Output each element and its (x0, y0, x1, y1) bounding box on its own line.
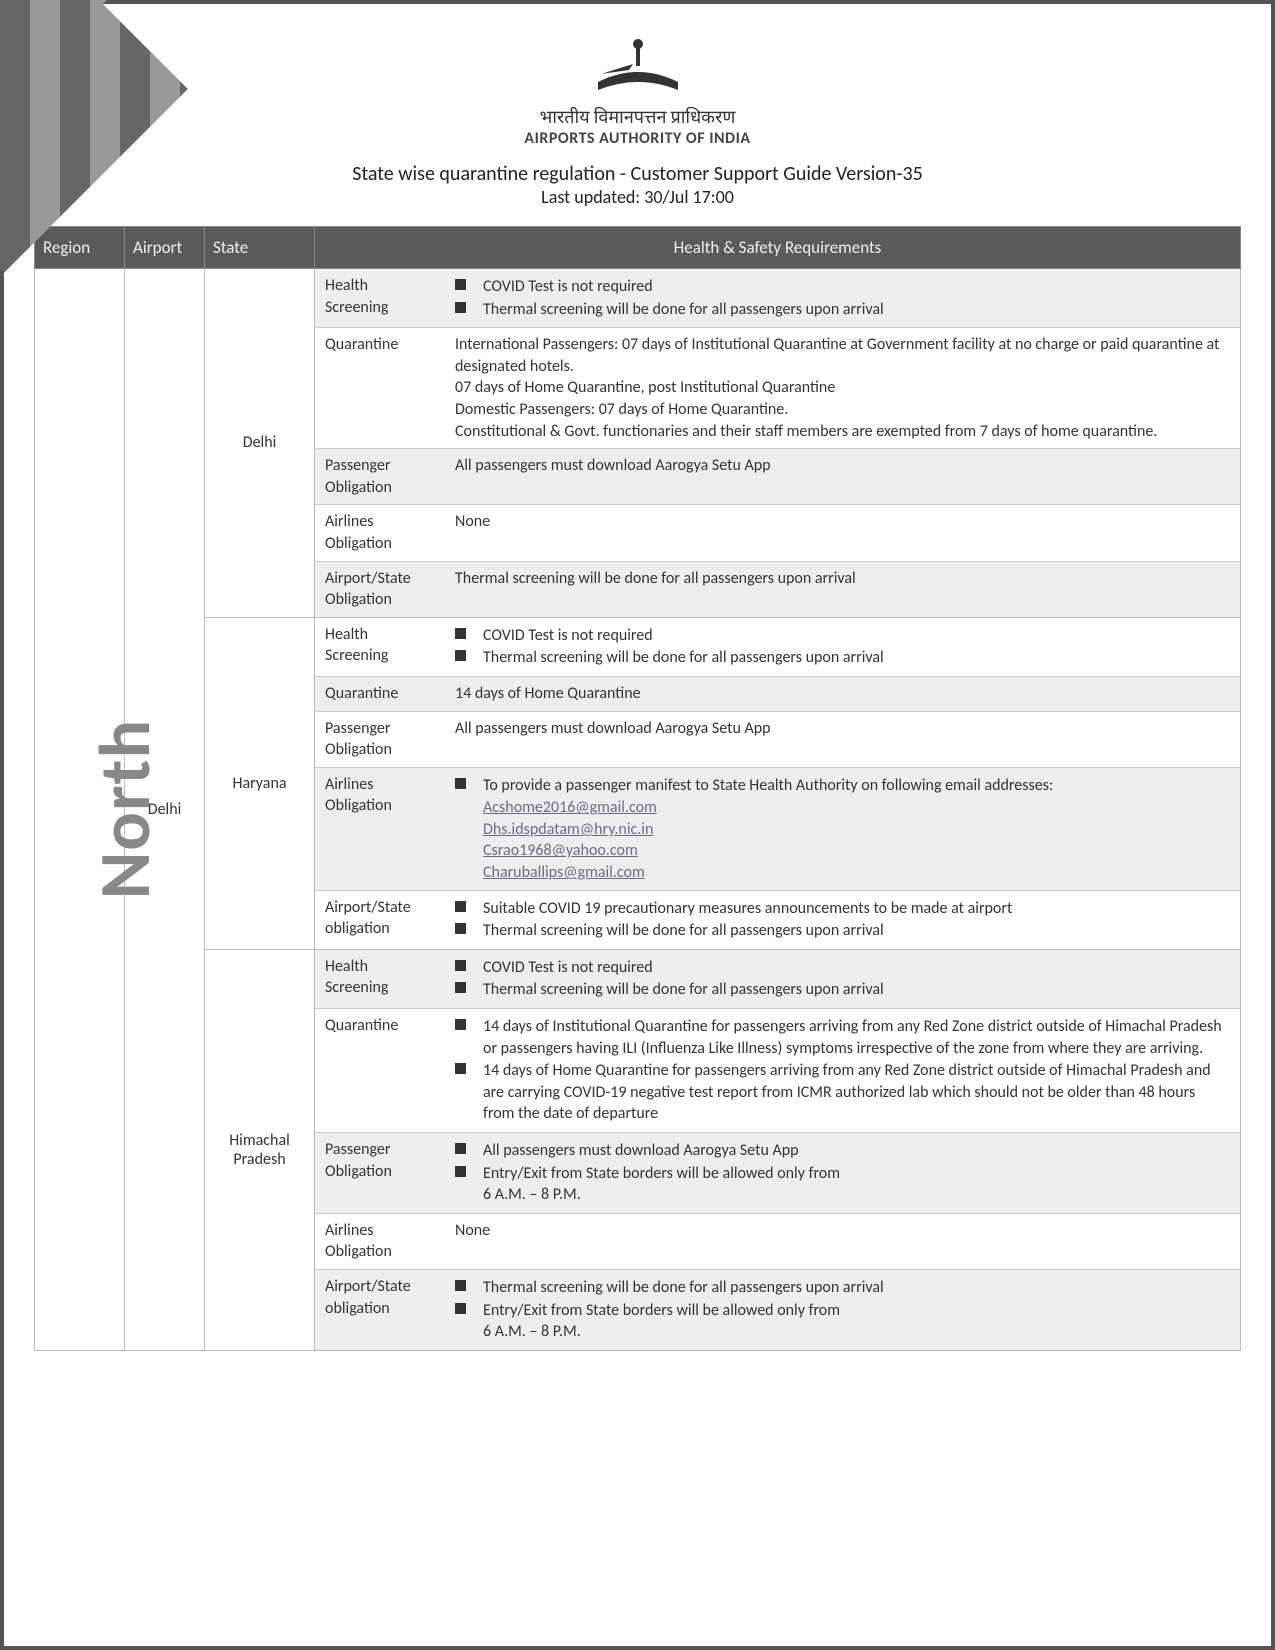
req-content: 14 days of Home Quarantine (445, 676, 1240, 711)
req-label: Airlines Obligation (315, 505, 445, 561)
req-label: Airport/State obligation (315, 890, 445, 949)
col-requirements: Health & Safety Requirements (315, 227, 1241, 269)
req-label: Health Screening (315, 269, 445, 328)
requirements-cell: Health ScreeningCOVID Test is not requir… (315, 269, 1241, 618)
bullet-text: Thermal screening will be done for all p… (483, 300, 884, 319)
table-row: NorthDelhiDelhiHealth ScreeningCOVID Tes… (35, 269, 1241, 618)
req-label: Airport/State Obligation (315, 561, 445, 617)
doc-subtitle: Last updated: 30/Jul 17:00 (34, 186, 1241, 208)
bullet-text: Entry/Exit from State borders will be al… (483, 1164, 840, 1205)
bullet-text: Thermal screening will be done for all p… (483, 921, 884, 940)
doc-title: State wise quarantine regulation - Custo… (34, 162, 1241, 186)
col-airport: Airport (125, 227, 205, 269)
region-cell: North (35, 269, 125, 1351)
req-content: All passengers must download Aarogya Set… (445, 1133, 1240, 1214)
bullet-text: Entry/Exit from State borders will be al… (483, 1301, 840, 1342)
req-content: None (445, 1213, 1240, 1269)
req-label: Quarantine (315, 328, 445, 449)
req-content: COVID Test is not required Thermal screen… (445, 950, 1240, 1009)
req-content: All passengers must download Aarogya Set… (445, 449, 1240, 505)
req-label: Airlines Obligation (315, 1213, 445, 1269)
bullet-text: Thermal screening will be done for all p… (483, 980, 884, 999)
req-label: Quarantine (315, 676, 445, 711)
bullet-text: To provide a passenger manifest to State… (483, 776, 1053, 795)
state-cell: Himachal Pradesh (205, 949, 315, 1350)
req-content: COVID Test is not required Thermal screen… (445, 269, 1240, 328)
org-name-english: AIRPORTS AUTHORITY OF INDIA (34, 129, 1241, 148)
req-content: None (445, 505, 1240, 561)
bullet-text: Thermal screening will be done for all p… (483, 1278, 884, 1297)
bullet-text: All passengers must download Aarogya Set… (483, 1141, 799, 1160)
document-header: भारतीय विमानपत्तन प्राधिकरण AIRPORTS AUT… (34, 34, 1241, 208)
email-link[interactable]: Acshome2016@gmail.com (483, 798, 657, 817)
bullet-text: 14 days of Institutional Quarantine for … (483, 1017, 1222, 1058)
req-content: Suitable COVID 19 precautionary measures… (445, 890, 1240, 949)
col-region: Region (35, 227, 125, 269)
col-state: State (205, 227, 315, 269)
requirements-cell: Health ScreeningCOVID Test is not requir… (315, 617, 1241, 949)
state-cell: Delhi (205, 269, 315, 618)
req-label: Passenger Obligation (315, 711, 445, 767)
table-row: HaryanaHealth ScreeningCOVID Test is not… (35, 617, 1241, 949)
req-label: Passenger Obligation (315, 449, 445, 505)
req-label: Airport/State obligation (315, 1269, 445, 1349)
bullet-text: COVID Test is not required (483, 626, 653, 645)
quarantine-table: Region Airport State Health & Safety Req… (34, 226, 1241, 1351)
req-label: Health Screening (315, 618, 445, 677)
table-row: Himachal PradeshHealth ScreeningCOVID Te… (35, 949, 1241, 1350)
req-label: Quarantine (315, 1009, 445, 1133)
req-content: COVID Test is not required Thermal screen… (445, 618, 1240, 677)
req-content: Thermal screening will be done for all p… (445, 561, 1240, 617)
email-link[interactable]: Dhs.idspdatam@hry.nic.in (483, 820, 653, 839)
req-label: Airlines Obligation (315, 767, 445, 890)
org-name-hindi: भारतीय विमानपत्तन प्राधिकरण (34, 105, 1241, 129)
req-content: All passengers must download Aarogya Set… (445, 711, 1240, 767)
region-label: North (81, 719, 169, 899)
bullet-text: COVID Test is not required (483, 277, 653, 296)
bullet-text: 14 days of Home Quarantine for passenger… (483, 1061, 1211, 1123)
state-cell: Haryana (205, 617, 315, 949)
req-label: Health Screening (315, 950, 445, 1009)
email-link[interactable]: Charuballips@gmail.com (483, 863, 645, 882)
aai-logo (593, 34, 683, 99)
req-label: Passenger Obligation (315, 1133, 445, 1214)
req-content: 14 days of Institutional Quarantine for … (445, 1009, 1240, 1133)
bullet-text: COVID Test is not required (483, 958, 653, 977)
bullet-text: Thermal screening will be done for all p… (483, 648, 884, 667)
req-content: Thermal screening will be done for all p… (445, 1269, 1240, 1349)
requirements-cell: Health ScreeningCOVID Test is not requir… (315, 949, 1241, 1350)
email-link[interactable]: Csrao1968@yahoo.com (483, 841, 638, 860)
bullet-text: Suitable COVID 19 precautionary measures… (483, 899, 1012, 918)
req-content: To provide a passenger manifest to State… (445, 767, 1240, 890)
req-content: International Passengers: 07 days of Ins… (445, 328, 1240, 449)
